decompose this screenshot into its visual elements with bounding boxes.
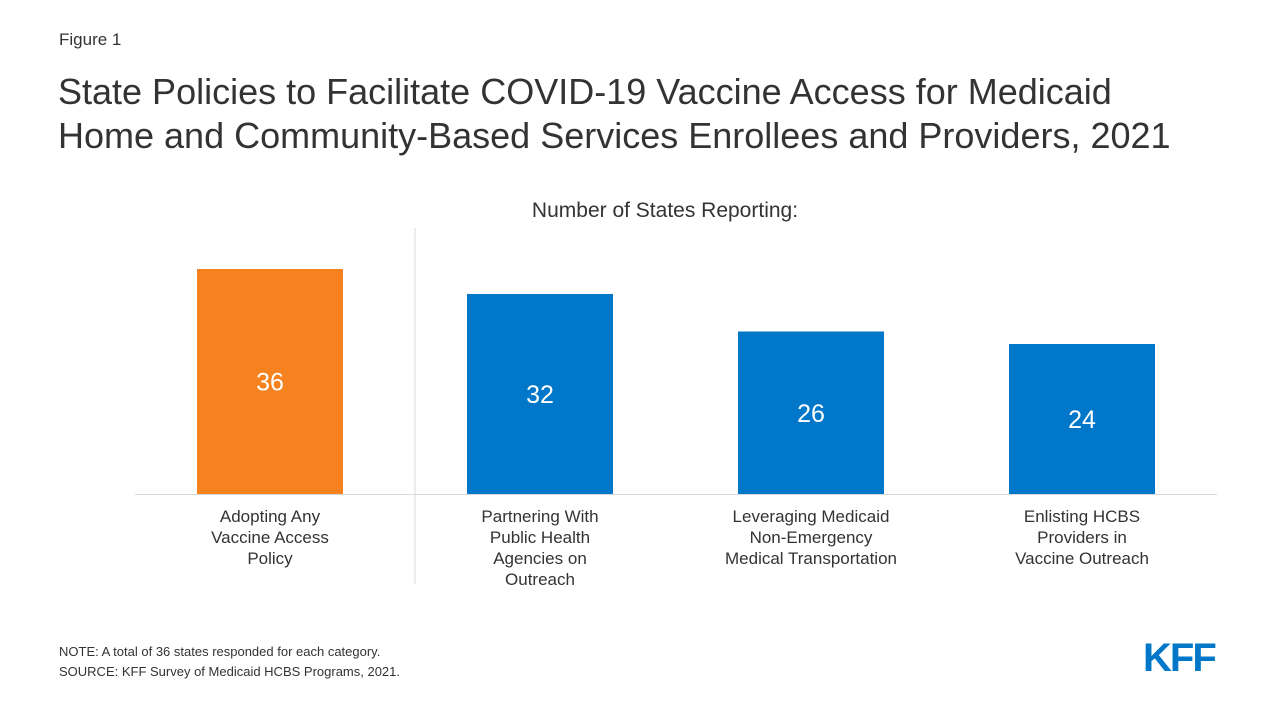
category-label-line: Public Health: [489, 528, 591, 547]
category-label-line: Enlisting HCBS: [1023, 507, 1141, 526]
bar-data-label: 26: [797, 400, 825, 428]
category-label-line: Adopting Any: [219, 507, 321, 526]
category-label-line: Leveraging Medicaid: [732, 507, 890, 526]
footer-notes: NOTE: A total of 36 states responded for…: [59, 642, 400, 682]
category-label: Leveraging Medicaid Non-Emergency Medical …: [701, 506, 921, 569]
bar-data-label: 32: [526, 381, 554, 409]
bar: [197, 269, 343, 494]
category-label-line: Agencies on: [493, 549, 587, 568]
bar: [1009, 344, 1155, 494]
category-label: Adopting Any Vaccine Access Policy: [160, 506, 380, 569]
chart-title: State Policies to Facilitate COVID-19 Va…: [58, 70, 1238, 158]
category-label-line: Policy: [247, 549, 293, 568]
footer-source: SOURCE: KFF Survey of Medicaid HCBS Prog…: [59, 664, 401, 679]
category-label-line: Vaccine Access: [211, 528, 329, 547]
bar: [467, 294, 613, 494]
category-label-line: Non-Emergency: [749, 528, 873, 547]
category-label-line: Partnering With: [481, 507, 599, 526]
figure-label: Figure 1: [59, 30, 122, 49]
category-label: Enlisting HCBS Providers in Vaccine Outrea…: [972, 506, 1192, 569]
bar: [738, 331, 884, 494]
chart-title-line: Home and Community-Based Services Enroll…: [58, 115, 1171, 156]
category-label-line: Outreach: [505, 570, 575, 589]
chart-subtitle: Number of States Reporting:: [531, 199, 799, 222]
bar-data-label: 36: [256, 369, 284, 397]
category-label-line: Vaccine Outreach: [1015, 549, 1149, 568]
footer-note: NOTE: A total of 36 states responded for…: [59, 644, 381, 659]
category-label: Partnering With Public Health Agencies on O…: [430, 506, 650, 590]
kff-logo: KFF: [1143, 636, 1217, 680]
chart-title-line: State Policies to Facilitate COVID-19 Va…: [58, 71, 1112, 112]
category-label-line: Medical Transportation: [725, 549, 897, 568]
bar-data-label: 24: [1068, 406, 1096, 434]
category-label-line: Providers in: [1037, 528, 1127, 547]
